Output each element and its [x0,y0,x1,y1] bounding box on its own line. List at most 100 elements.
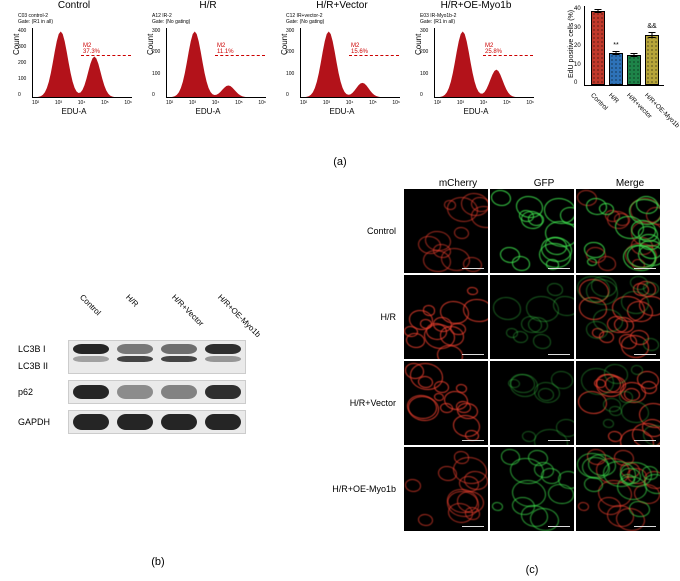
flow-histogram: H/R+Vector C12 IR+vector-2Gate: (No gati… [278,0,406,120]
fluor-cell-blob [621,401,648,423]
bar [645,35,659,85]
histogram-xticks: 10²10³10⁴10⁵10⁶ [434,100,534,106]
histogram-plot: M237.3% [32,28,132,98]
wb-band [117,414,153,430]
fluor-image [404,361,488,445]
fluor-image [576,447,660,531]
fluor-cell-blob [471,206,488,228]
fluor-cell-blob [586,321,608,339]
scale-bar [634,440,656,441]
fluor-cell-blob [418,376,433,388]
barchart-yticks: 010203040 [574,6,581,86]
fluor-cell-blob [453,415,480,437]
scale-bar [634,526,656,527]
wb-band [117,344,153,354]
wb-band [73,356,109,362]
m2-label: M225.8% [485,43,502,55]
fluor-cell-blob [598,256,616,271]
histogram-title: H/R+OE-Myo1b [412,0,540,11]
fluor-cell-blob [491,190,511,206]
fluor-cell-blob [512,480,546,507]
wb-band [73,385,109,399]
fluor-cell-blob [510,374,538,396]
fluor-cell-blob [586,198,607,215]
wb-column-label: H/R+OE-Myo1b [216,293,253,330]
histogram-plot: M225.8% [434,28,534,98]
flow-histogram: Control C03 control-2Gate: (R1 in all) C… [10,0,138,120]
fluor-image [404,189,488,273]
panel-c-label: (c) [402,564,662,576]
wb-row-label: LC3B I [18,344,68,354]
fluor-cell-blob [408,396,439,420]
bar [627,55,641,85]
scale-bar [634,268,656,269]
scale-bar [548,440,570,441]
wb-band [161,414,197,430]
fluor-cell-blob [547,283,563,296]
panel-a-label: (a) [0,156,680,168]
fluor-cell-blob [454,227,469,239]
fluor-row-label: H/R+Vector [312,361,402,445]
fluor-cell-blob [584,242,605,259]
m2-label: M237.3% [83,43,100,55]
fluor-cell-blob [492,502,503,511]
fluor-cell-blob [404,326,418,337]
fluor-image [404,275,488,359]
fluor-cell-blob [513,331,528,343]
wb-band [205,344,241,354]
histogram-xticks: 10²10³10⁴10⁵10⁶ [166,100,266,106]
histogram-title: Control [10,0,138,11]
fluor-image [404,447,488,531]
histogram-yticks: 0100200300400 [18,28,26,98]
fluor-image [576,275,660,359]
fluor-image [576,361,660,445]
fluor-cell-blob [418,514,433,526]
histogram-yticks: 0100200300 [420,28,428,98]
histogram-sublabel: A12 IR-2Gate: (No gating) [152,14,190,25]
wb-band [73,344,109,354]
scale-bar [548,526,570,527]
fluor-cell-blob [578,502,589,511]
histogram-yticks: 0100200300 [286,28,294,98]
bar-category-label: Control [589,92,609,112]
fluor-cell-blob [405,479,421,492]
m2-label: M211.1% [217,43,234,55]
wb-band [161,356,197,362]
panel-c-fluorescence: mCherryGFPMerge ControlH/RH/R+VectorH/R+… [312,178,672,578]
fluor-image [490,189,574,273]
fluor-cell-blob [584,477,603,492]
histogram-yticks: 0100200300 [152,28,160,98]
histogram-xlabel: EDU-A [278,107,406,116]
bar [591,11,605,85]
fluor-cell-blob [426,323,447,340]
fluor-image [490,275,574,359]
fluor-cell-blob [493,297,522,320]
fluor-cell-blob [551,371,573,389]
bar [609,53,623,85]
wb-band [161,344,197,354]
wb-band [117,356,153,362]
scale-bar [462,354,484,355]
fluor-row-label: Control [312,189,402,273]
fluor-cell-blob [450,323,465,335]
fluor-cell-blob [447,491,479,516]
fluor-image [490,361,574,445]
histogram-xlabel: EDU-A [412,107,540,116]
fluor-cell-blob [512,256,530,271]
fluor-cell-blob [437,345,463,359]
barchart-area: **&& [584,6,664,86]
fluor-cell-blob [603,461,636,487]
panel-b-label: (b) [38,556,278,568]
fluor-cell-blob [621,291,649,314]
error-bar [616,51,617,55]
scale-bar [548,268,570,269]
scale-bar [462,268,484,269]
fluor-cell-blob [587,258,597,266]
fluor-image [490,447,574,531]
fluor-cell-blob [629,199,660,225]
wb-band [73,414,109,430]
fluor-cell-blob [643,282,659,295]
panel-b-western-blot: ControlH/RH/R+VectorH/R+OE-Myo1b LC3B IL… [18,290,278,570]
wb-band [117,385,153,399]
histogram-xlabel: EDU-A [144,107,272,116]
